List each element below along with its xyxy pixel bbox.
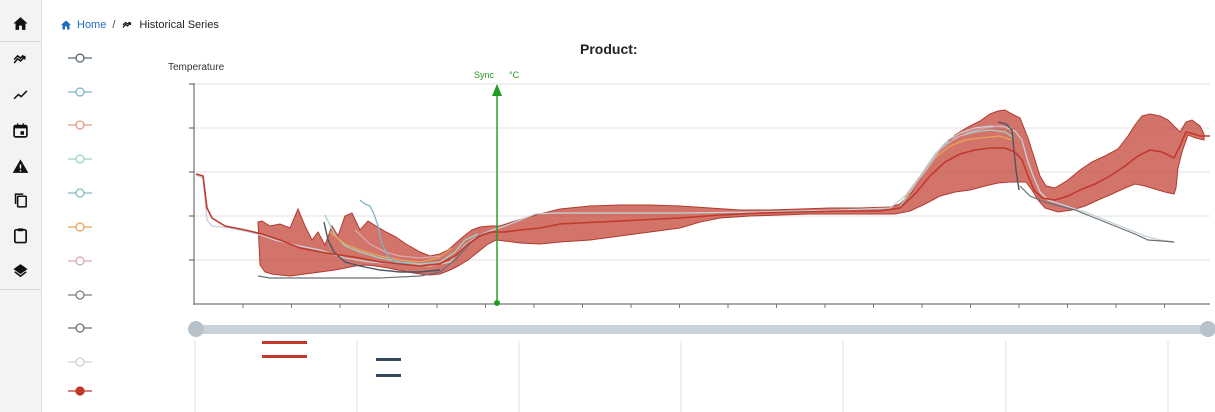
sync-arrow-icon bbox=[492, 84, 502, 96]
legend-item[interactable] bbox=[68, 384, 92, 396]
series-line-mean bbox=[195, 131, 1210, 267]
breadcrumb-current: Historical Series bbox=[139, 19, 219, 31]
warning-icon[interactable] bbox=[0, 149, 41, 183]
marker-dark-2 bbox=[376, 374, 401, 377]
lower-panel-grid bbox=[194, 341, 1169, 412]
clipboard-icon[interactable] bbox=[0, 218, 41, 252]
home-icon[interactable] bbox=[0, 6, 41, 40]
range-slider-handle-right[interactable] bbox=[1200, 321, 1215, 337]
legend-item[interactable] bbox=[68, 85, 92, 97]
series-line-pastel-1 bbox=[195, 125, 1176, 267]
series-line-teal bbox=[359, 199, 411, 265]
envelope-band bbox=[257, 109, 1205, 277]
sync-marker bbox=[494, 300, 500, 306]
legend-item[interactable] bbox=[68, 321, 92, 333]
legend-item[interactable] bbox=[68, 152, 92, 164]
chart-title: Product: bbox=[580, 41, 638, 57]
historical-series-icon bbox=[122, 21, 132, 28]
series-line-pastel-4 bbox=[354, 125, 1013, 259]
range-slider-track[interactable] bbox=[194, 325, 1210, 334]
marker-red-2 bbox=[262, 355, 307, 358]
unit-label: °C bbox=[509, 70, 520, 80]
copy-icon[interactable] bbox=[0, 183, 41, 217]
side-nav bbox=[0, 0, 42, 412]
legend-item[interactable] bbox=[68, 355, 92, 367]
sync-label: Sync bbox=[474, 70, 495, 80]
marker-red-1 bbox=[262, 341, 307, 344]
nav-divider bbox=[0, 41, 41, 42]
home-icon[interactable] bbox=[60, 19, 72, 31]
legend-item[interactable] bbox=[68, 118, 92, 130]
nav-divider bbox=[0, 289, 41, 290]
legend-item[interactable] bbox=[68, 51, 92, 63]
legend-item[interactable] bbox=[68, 186, 92, 198]
x-axis-ticks bbox=[242, 304, 1165, 308]
layers-icon[interactable] bbox=[0, 253, 41, 287]
legend-item[interactable] bbox=[68, 254, 92, 266]
y-axis-label: Temperature bbox=[168, 62, 225, 73]
breadcrumb-separator: / bbox=[112, 19, 116, 31]
legend-item[interactable] bbox=[68, 220, 92, 232]
historical-series-icon[interactable] bbox=[0, 42, 41, 76]
trend-icon[interactable] bbox=[0, 77, 41, 111]
legend-item[interactable] bbox=[68, 288, 92, 300]
breadcrumb-home-link[interactable]: Home bbox=[77, 19, 107, 31]
breadcrumb: Home / Historical Series bbox=[60, 17, 219, 33]
range-slider-handle-left[interactable] bbox=[188, 321, 204, 337]
calendar-icon[interactable] bbox=[0, 113, 41, 147]
marker-dark-1 bbox=[376, 358, 401, 361]
series-line-slate-1 bbox=[323, 121, 1020, 273]
